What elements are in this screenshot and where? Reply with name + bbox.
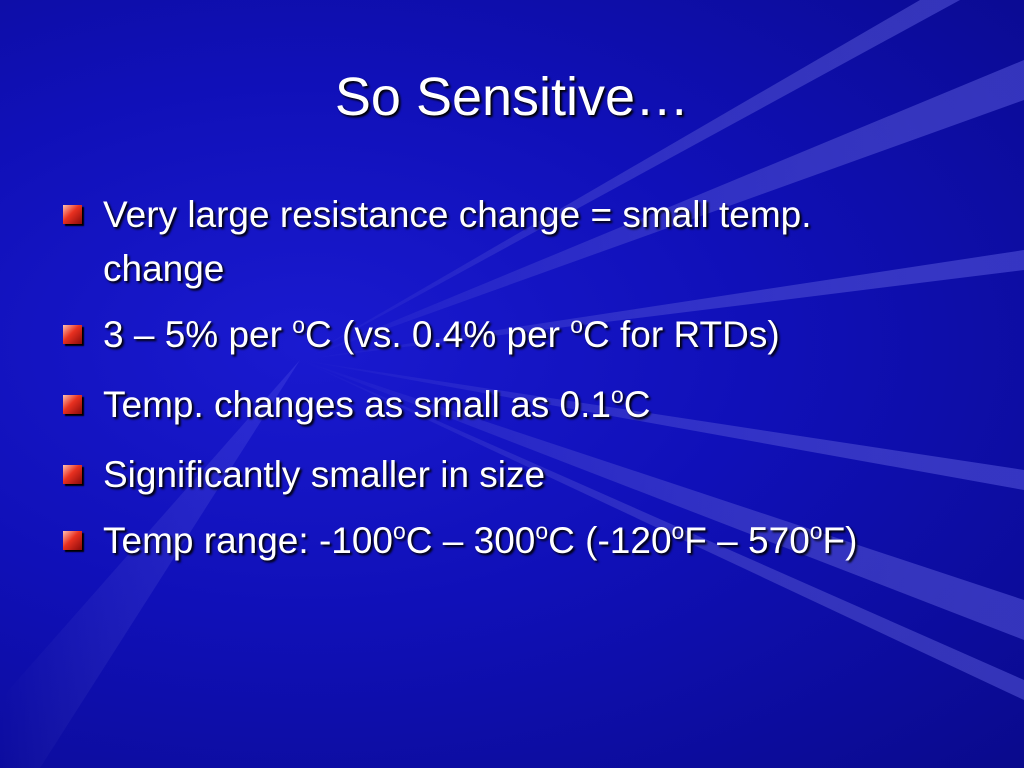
bullet-text: 3 – 5% per (103, 314, 293, 355)
bullet-text: Significantly smaller in size (103, 454, 546, 495)
bullet-list: Very large resistance change = small tem… (60, 188, 940, 584)
bullet-text: Temp range: -100 (103, 520, 394, 561)
bullet-item: Significantly smaller in size (60, 448, 940, 502)
bullet-marker (63, 325, 82, 344)
bullet-text: F) (822, 520, 858, 561)
ray (300, 360, 1024, 640)
bullet-text: C (vs. 0.4% per (305, 314, 571, 355)
superscript: o (570, 312, 584, 339)
bullet-text: C for RTDs) (583, 314, 780, 355)
ray (0, 360, 300, 768)
bullet-item: Temp. changes as small as 0.1oC (60, 378, 940, 436)
ray (300, 360, 1024, 700)
superscript: o (393, 518, 406, 545)
bullet-item: 3 – 5% per oC (vs. 0.4% per oC for RTDs) (60, 308, 940, 366)
ray (300, 0, 960, 360)
bullet-text: F – 570 (684, 520, 810, 561)
bullet-text: Temp. changes as small as 0.1 (103, 384, 611, 425)
bullet-marker (63, 531, 82, 550)
ray (300, 60, 1024, 360)
bullet-item: Temp range: -100oC – 300oC (-120oF – 570… (60, 514, 940, 572)
bullet-marker (63, 205, 82, 224)
superscript: o (535, 518, 549, 545)
bullet-marker (63, 465, 82, 484)
bullet-item: Very large resistance change = small tem… (60, 188, 940, 296)
bullet-marker (63, 395, 82, 414)
superscript: o (292, 312, 305, 339)
superscript: o (610, 382, 624, 409)
bullet-text: C (623, 384, 651, 425)
bullet-text: C – 300 (405, 520, 536, 561)
bullet-text: C (-120 (548, 520, 672, 561)
superscript: o (809, 518, 823, 545)
ray (300, 360, 1024, 490)
superscript: o (671, 518, 685, 545)
slide-title: So Sensitive… (334, 67, 690, 127)
bullet-text: Very large resistance change = small tem… (103, 194, 812, 289)
ray (300, 250, 1024, 360)
